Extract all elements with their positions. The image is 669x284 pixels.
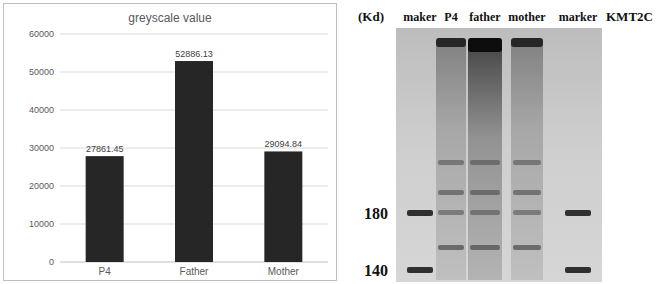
y-tick-label: 60000 bbox=[29, 29, 54, 39]
y-tick-label: 50000 bbox=[29, 67, 54, 77]
chart-title: greyscale value bbox=[128, 11, 212, 25]
lane-label: marker bbox=[559, 10, 598, 24]
figure-svg: greyscale value 0 10000 20000 30000 40000 5000… bbox=[0, 0, 669, 284]
minor-band bbox=[513, 190, 541, 195]
minor-band bbox=[513, 245, 541, 250]
minor-band bbox=[513, 160, 541, 165]
lane-label: maker bbox=[403, 10, 437, 24]
y-tick-label: 40000 bbox=[29, 105, 54, 115]
data-label: 29094.84 bbox=[265, 139, 303, 149]
unit-label: (Kd) bbox=[358, 9, 384, 24]
y-tick-label: 30000 bbox=[29, 143, 54, 153]
x-tick-label: P4 bbox=[99, 266, 112, 277]
minor-band bbox=[470, 160, 500, 165]
chart-frame bbox=[4, 4, 337, 281]
lane-label: father bbox=[469, 10, 501, 24]
marker-band bbox=[565, 210, 591, 216]
bar bbox=[86, 156, 124, 262]
kmt2c-band bbox=[436, 38, 466, 47]
marker-band bbox=[565, 267, 591, 273]
lane-label: mother bbox=[508, 10, 546, 24]
data-label: 27861.45 bbox=[86, 144, 124, 154]
bar bbox=[175, 61, 213, 262]
marker-band bbox=[407, 210, 433, 216]
mw-label: 180 bbox=[364, 205, 388, 222]
minor-band bbox=[513, 210, 541, 215]
minor-band bbox=[438, 245, 464, 250]
mw-label: 140 bbox=[364, 262, 388, 279]
target-label: KMT2C bbox=[606, 9, 653, 24]
x-tick-label: Mother bbox=[268, 266, 300, 277]
kmt2c-band bbox=[511, 38, 543, 47]
minor-band bbox=[470, 245, 500, 250]
y-tick-label: 0 bbox=[49, 257, 54, 267]
minor-band bbox=[438, 190, 464, 195]
marker-band bbox=[407, 267, 433, 273]
minor-band bbox=[470, 190, 500, 195]
minor-band bbox=[438, 210, 464, 215]
lane-label: P4 bbox=[444, 10, 457, 24]
lane-smear bbox=[468, 44, 502, 280]
minor-band bbox=[438, 160, 464, 165]
bar bbox=[264, 151, 302, 262]
kmt2c-band bbox=[468, 38, 502, 52]
lane-smear bbox=[511, 44, 543, 280]
lane-smear bbox=[436, 44, 466, 280]
minor-band bbox=[470, 210, 500, 215]
x-tick-label: Father bbox=[180, 266, 210, 277]
y-tick-label: 20000 bbox=[29, 181, 54, 191]
grid-line bbox=[60, 34, 328, 35]
bars bbox=[86, 61, 303, 262]
figure: greyscale value 0 10000 20000 30000 40000 5000… bbox=[0, 0, 669, 284]
y-tick-label: 10000 bbox=[29, 219, 54, 229]
data-label: 52886.13 bbox=[175, 49, 213, 59]
blot-membrane bbox=[396, 28, 602, 282]
